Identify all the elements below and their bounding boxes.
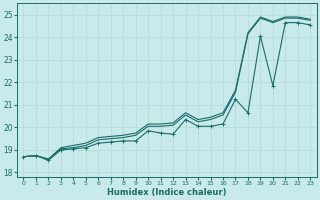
X-axis label: Humidex (Indice chaleur): Humidex (Indice chaleur) [107,188,227,197]
